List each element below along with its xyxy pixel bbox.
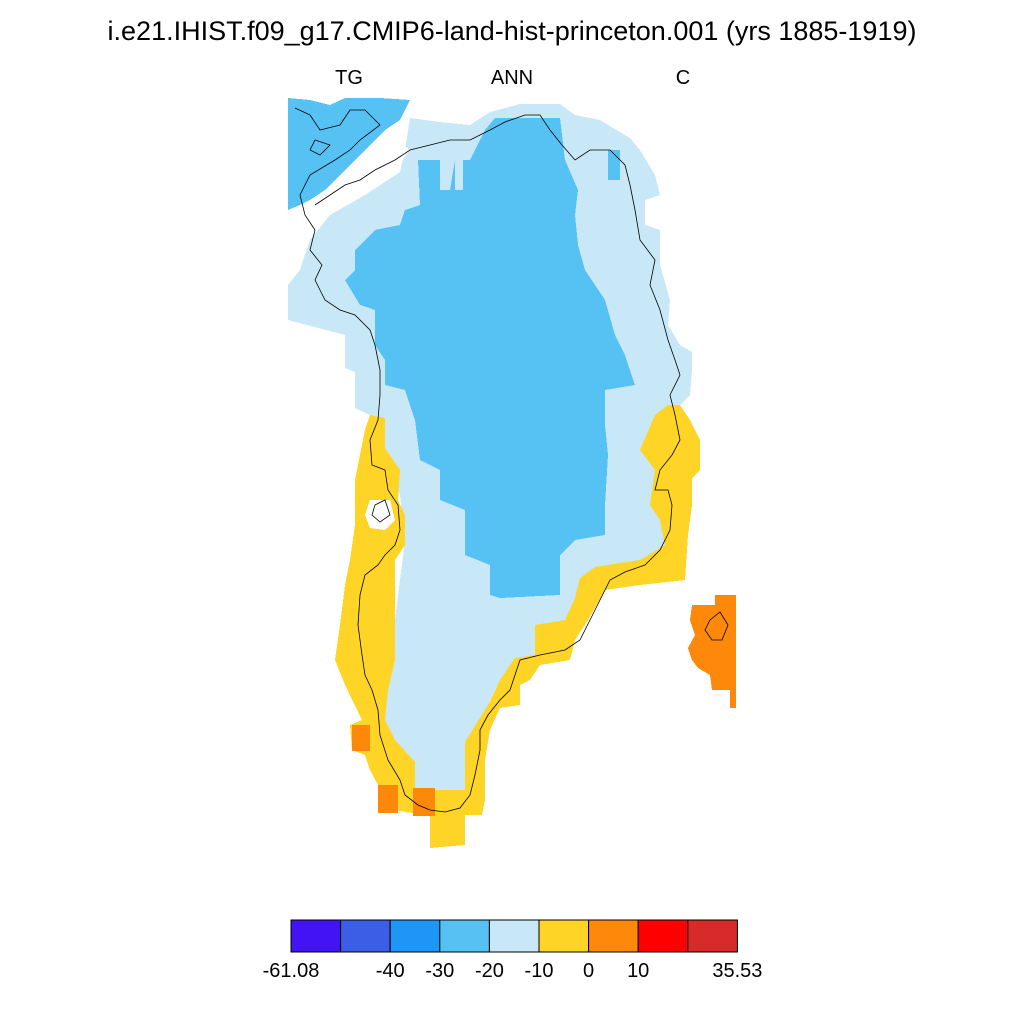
season-label: ANN	[490, 67, 534, 89]
colorbar-box	[290, 919, 342, 953]
colorbar-label: -40	[375, 960, 405, 982]
colorbar-label: 35.53	[712, 960, 763, 982]
colorbar-label: 0	[583, 960, 595, 982]
iceland-region	[688, 595, 736, 708]
colorbar-box	[439, 919, 490, 953]
variable-label: TG	[335, 67, 363, 89]
southern-tip-cell-3	[413, 788, 435, 816]
colorbar-box	[389, 919, 441, 953]
plot-title: i.e21.IHIST.f09_g17.CMIP6-land-hist-prin…	[107, 16, 917, 46]
coastline	[294, 107, 729, 813]
colorbar-label: -61.08	[262, 960, 320, 982]
units-label: C	[675, 67, 691, 89]
colorbar-box	[588, 919, 639, 953]
southern-tip-cell-2	[378, 785, 398, 813]
colorbar-label: -30	[425, 960, 455, 982]
colorbar-box	[637, 919, 689, 953]
south-coast-region	[335, 405, 700, 848]
north-strip-1	[455, 160, 463, 190]
colorbar-box	[687, 919, 738, 953]
colorbar-label: 10	[627, 960, 650, 982]
northwest-coast-region	[288, 98, 410, 210]
southern-tip-cell-1	[352, 725, 370, 751]
northwest-coast-gap	[360, 140, 410, 185]
ice-sheet-interior-region	[345, 118, 635, 598]
colorbar-label: -10	[524, 960, 554, 982]
colorbar-box	[340, 919, 391, 953]
colorbar-box	[488, 919, 540, 953]
colorbar-box	[538, 919, 590, 953]
colorbar-label: -20	[474, 960, 504, 982]
